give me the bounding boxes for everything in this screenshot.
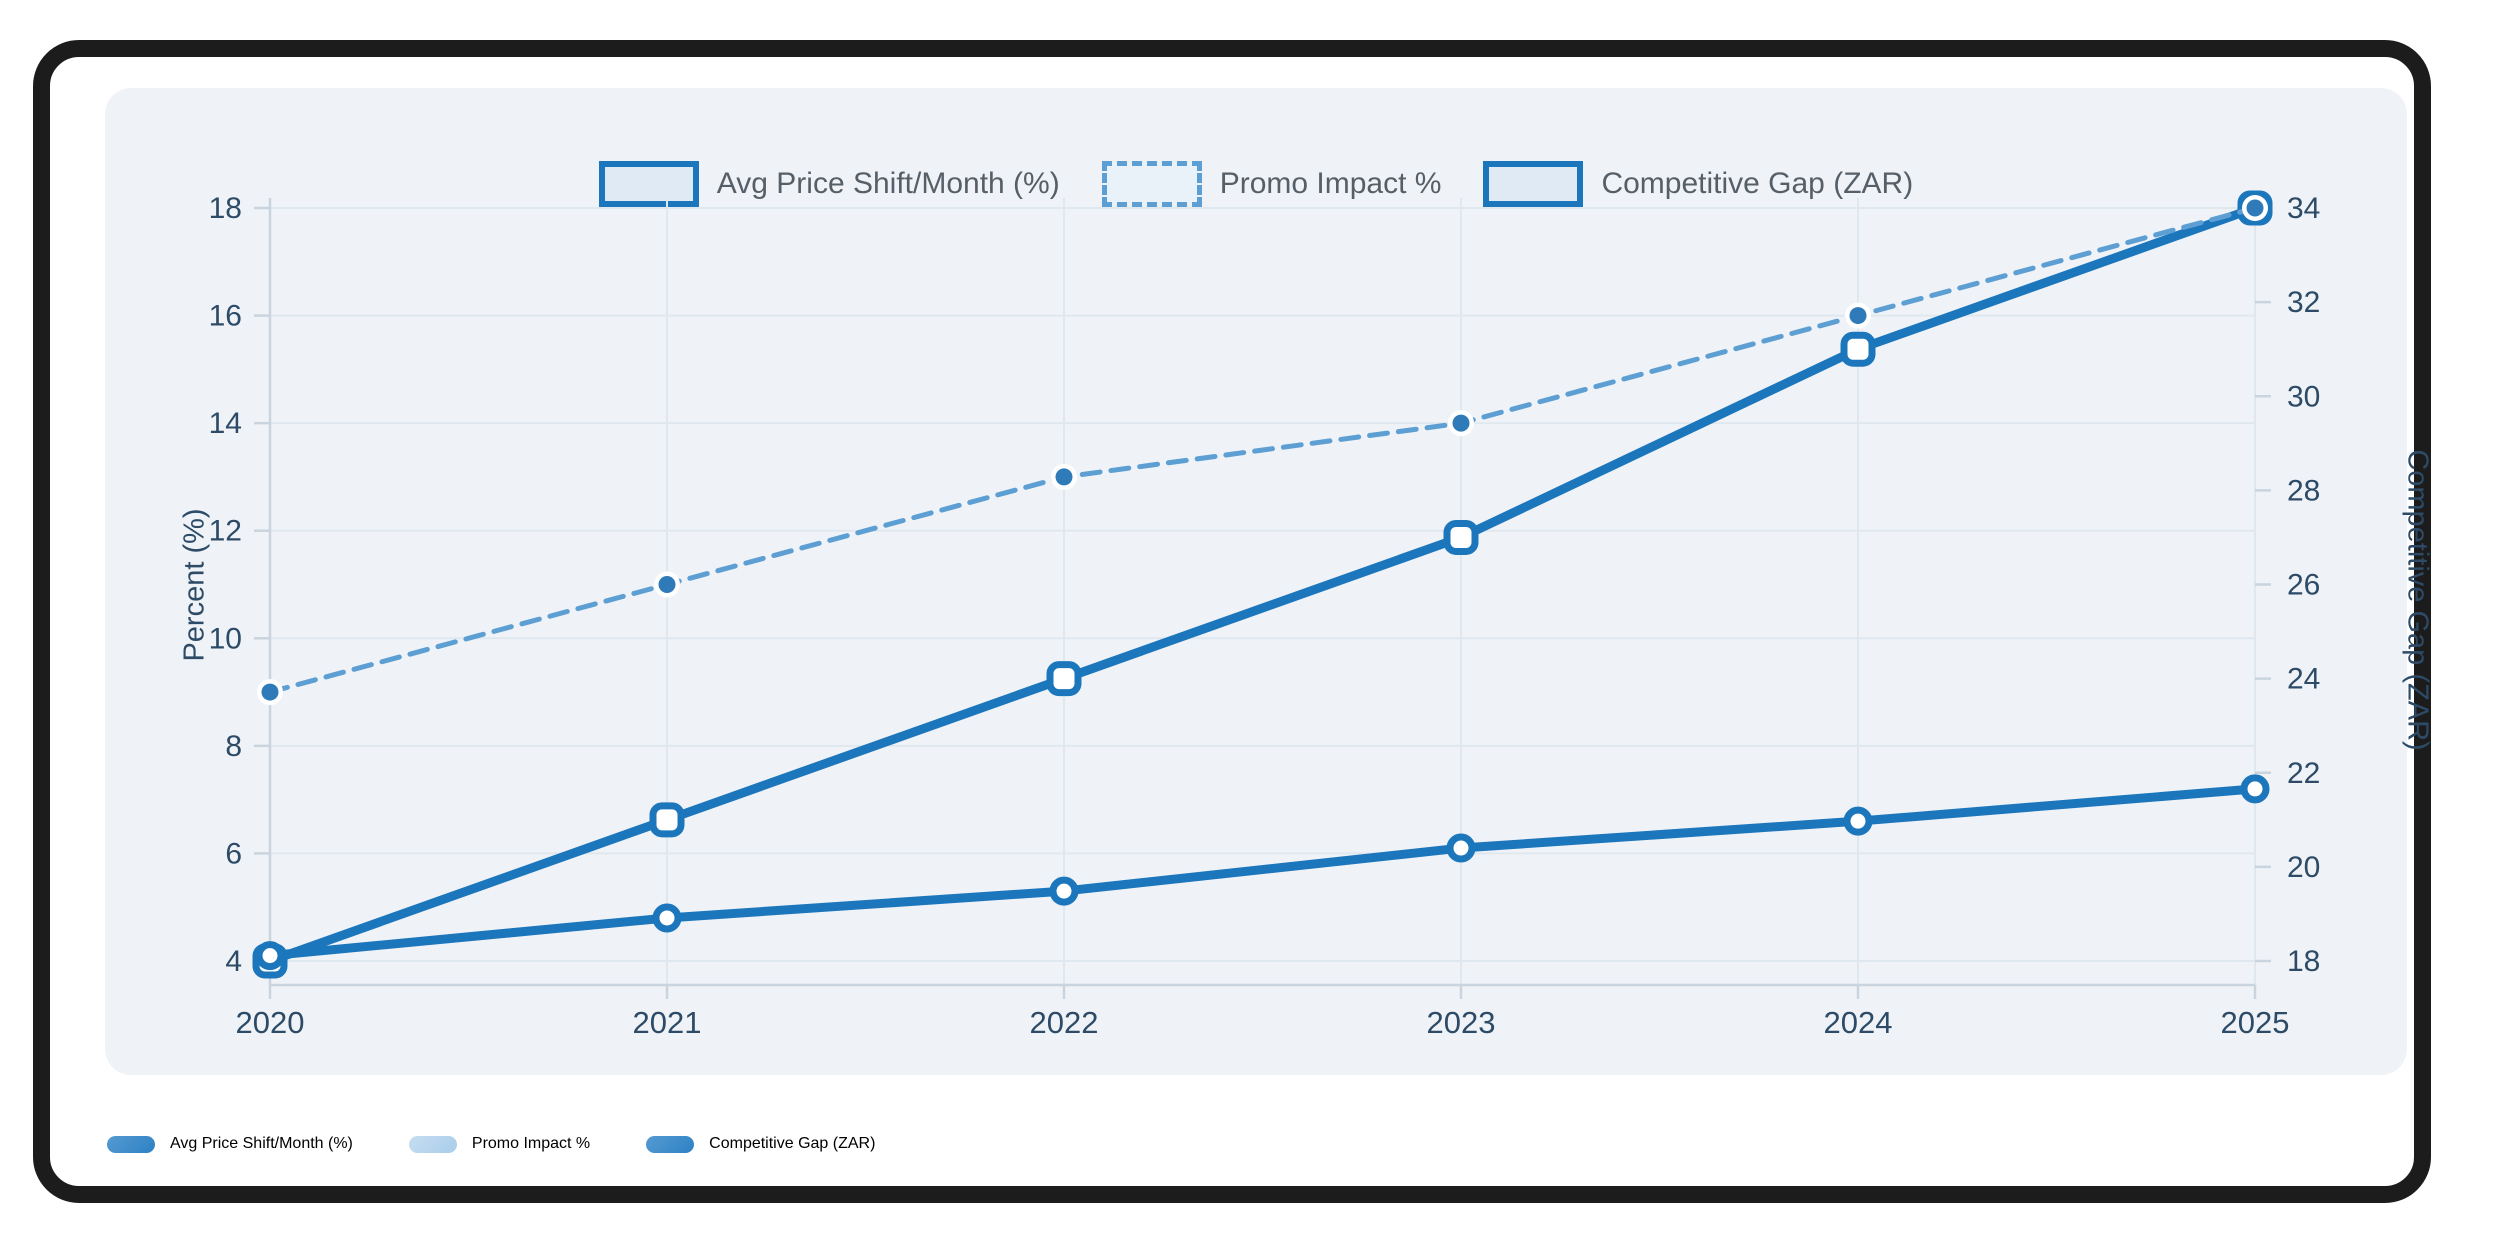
figure-legend-item-competitive-gap: Competitive Gap (ZAR) <box>1483 161 1913 207</box>
y-tick-label-left: 16 <box>209 300 242 333</box>
legend-pill-icon <box>107 1135 155 1153</box>
x-tick-label: 2021 <box>633 1005 702 1040</box>
y-tick-label-left: 18 <box>209 192 242 225</box>
legend-item-label: Promo Impact % <box>471 1135 591 1152</box>
marker-dot <box>1849 307 1867 325</box>
chart-card <box>105 88 2407 1075</box>
legend-item-label: Avg Price Shift/Month (%) <box>170 1135 353 1152</box>
figure-legend-item-avg-price: Avg Price Shift/Month (%) <box>598 161 1060 207</box>
y-tick-label-left: 8 <box>225 730 242 763</box>
marker-circle <box>652 903 682 933</box>
figure-legend-label: Promo Impact % <box>1219 167 1442 200</box>
y-tick-label-right: 24 <box>2287 663 2320 696</box>
marker-square <box>1443 519 1479 555</box>
marker-square <box>649 802 685 838</box>
marker-dot <box>1452 414 1470 432</box>
x-tick-label: 2022 <box>1030 1005 1099 1040</box>
figure-legend-label: Avg Price Shift/Month (%) <box>716 167 1060 200</box>
legend-box-solid-icon <box>598 161 699 207</box>
series-line-2 <box>265 203 2260 966</box>
x-tick-label: 2020 <box>236 1005 305 1040</box>
legend-box-solid-icon <box>1483 161 1584 207</box>
series-line-1 <box>267 205 2258 695</box>
y-tick-label-right: 20 <box>2287 851 2320 884</box>
x-tick-label: 2023 <box>1427 1005 1496 1040</box>
y-tick-label-left: 4 <box>225 945 242 978</box>
legend-item-avg-price[interactable]: Avg Price Shift/Month (%) <box>107 1135 353 1153</box>
marker-dot <box>2246 199 2264 217</box>
figure-legend-item-promo-impact: Promo Impact % <box>1101 161 1442 207</box>
y-tick-label-right: 28 <box>2287 474 2320 507</box>
legend-pill-icon <box>408 1135 457 1153</box>
legend-pill-icon <box>646 1135 695 1153</box>
y-tick-label-left: 12 <box>209 515 242 548</box>
y-tick-label-left: 10 <box>209 622 242 655</box>
marker-square <box>1046 661 1082 697</box>
y-tick-label-right: 18 <box>2287 945 2320 978</box>
y-tick-label-left: 14 <box>209 407 242 440</box>
marker-circle <box>1843 806 1873 836</box>
series-line-0 <box>265 784 2260 961</box>
marker-circle <box>1446 833 1476 863</box>
y-tick-label-right: 26 <box>2287 569 2320 602</box>
marker-dot <box>658 576 676 593</box>
legend-item-label: Competitive Gap (ZAR) <box>709 1135 876 1152</box>
marker-circle <box>2240 774 2270 804</box>
y-tick-label-left: 6 <box>225 837 242 870</box>
y-tick-label-right: 32 <box>2287 286 2320 319</box>
y-tick-label-right: 34 <box>2287 192 2320 225</box>
marker-square <box>1840 331 1876 367</box>
marker-circle <box>1049 876 1079 906</box>
figure-legend: Avg Price Shift/Month (%) Promo Impact %… <box>105 140 2407 228</box>
legend-item-promo-impact[interactable]: Promo Impact % <box>408 1135 591 1153</box>
legend-box-dashed-icon <box>1101 161 1202 207</box>
marker-circle <box>255 941 285 971</box>
marker-dot <box>261 683 279 701</box>
chart-legend-bar: Avg Price Shift/Month (%) Promo Impact %… <box>107 1118 875 1170</box>
y-tick-label-right: 22 <box>2287 757 2320 790</box>
figure-legend-label: Competitive Gap (ZAR) <box>1601 167 1914 200</box>
x-tick-label: 2024 <box>1824 1005 1893 1040</box>
x-tick-label: 2025 <box>2221 1005 2290 1040</box>
legend-item-competitive-gap[interactable]: Competitive Gap (ZAR) <box>646 1135 875 1153</box>
y-tick-label-right: 30 <box>2287 380 2320 413</box>
marker-dot <box>1055 468 1073 486</box>
